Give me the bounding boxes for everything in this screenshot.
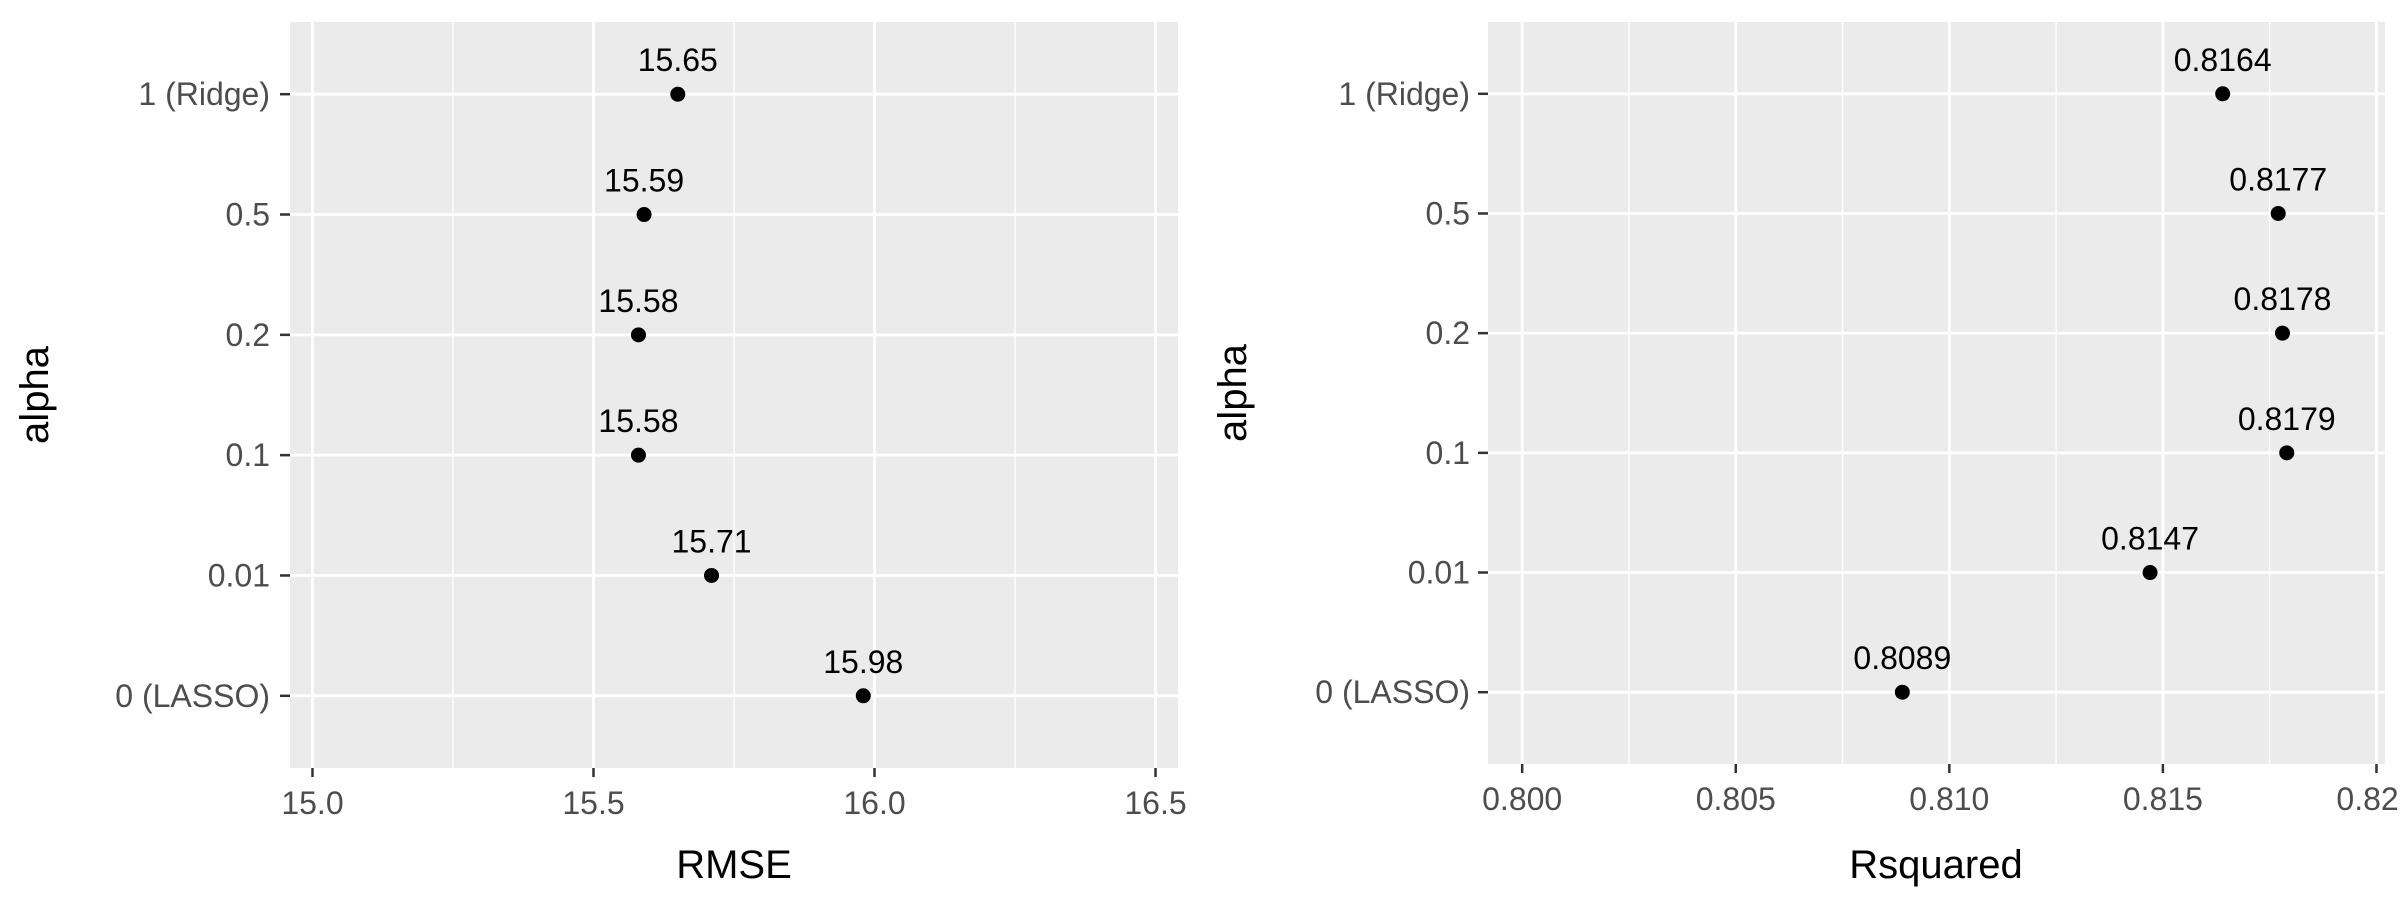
data-point	[2215, 86, 2231, 102]
data-label: 0.8178	[2234, 281, 2332, 317]
data-label: 15.58	[598, 283, 678, 319]
y-tick-label: 1 (Ridge)	[138, 76, 270, 112]
data-point	[2279, 445, 2295, 461]
y-tick-label: 0.1	[226, 437, 270, 473]
data-label: 0.8179	[2238, 401, 2336, 437]
y-axis-title: alpha	[1211, 343, 1255, 442]
y-tick-label: 0.5	[226, 197, 270, 233]
data-label: 15.58	[598, 403, 678, 439]
data-label: 15.98	[823, 644, 903, 680]
y-tick-label: 0 (LASSO)	[115, 678, 270, 714]
y-axis-title: alpha	[13, 345, 57, 444]
x-tick-label: 0.805	[1696, 781, 1776, 817]
y-tick-label: 0.2	[1426, 315, 1470, 351]
data-label: 0.8164	[2174, 42, 2272, 78]
y-tick-label: 0 (LASSO)	[1315, 674, 1470, 710]
y-tick-label: 0.1	[1426, 435, 1470, 471]
plot-background	[1488, 22, 2385, 764]
x-tick-label: 16.0	[843, 785, 905, 821]
data-label: 15.59	[604, 163, 684, 199]
data-point	[855, 688, 871, 704]
x-tick-label: 15.5	[562, 785, 624, 821]
data-point	[2274, 325, 2290, 341]
data-label: 0.8177	[2229, 161, 2327, 197]
data-point	[670, 86, 686, 102]
data-point	[2270, 205, 2286, 221]
y-tick-label: 1 (Ridge)	[1338, 76, 1470, 112]
x-axis-title: RMSE	[676, 843, 792, 887]
x-tick-label: 0.815	[2123, 781, 2203, 817]
y-tick-label: 0.2	[226, 317, 270, 353]
data-label: 0.8147	[2101, 521, 2199, 557]
y-tick-label: 0.5	[1426, 195, 1470, 231]
x-tick-label: 0.820	[2336, 781, 2400, 817]
x-axis-title: Rsquared	[1849, 843, 2022, 887]
y-tick-label: 0.01	[1408, 555, 1470, 591]
data-point	[704, 567, 720, 583]
x-tick-label: 0.810	[1909, 781, 1989, 817]
x-tick-label: 15.0	[281, 785, 343, 821]
chart-panel-2: 0.800 0.805 0.810 0.815 0.820 0 (LASSO) 0.01 0.…	[1211, 22, 2400, 887]
x-tick-label: 0.800	[1482, 781, 1562, 817]
data-point	[636, 207, 652, 223]
data-label: 15.71	[671, 523, 751, 559]
data-point	[2142, 565, 2158, 581]
chart-panel-1: 15.0 15.5 16.0 16.5 0 (LASSO) 0.01 0.1 0.2 0.5 1 …	[13, 22, 1187, 887]
data-label: 15.65	[638, 42, 718, 78]
data-point	[630, 327, 646, 343]
y-tick-label: 0.01	[208, 557, 270, 593]
data-point	[630, 447, 646, 463]
x-tick-label: 16.5	[1124, 785, 1186, 821]
data-label: 0.8089	[1853, 640, 1951, 676]
data-point	[1894, 684, 1910, 700]
